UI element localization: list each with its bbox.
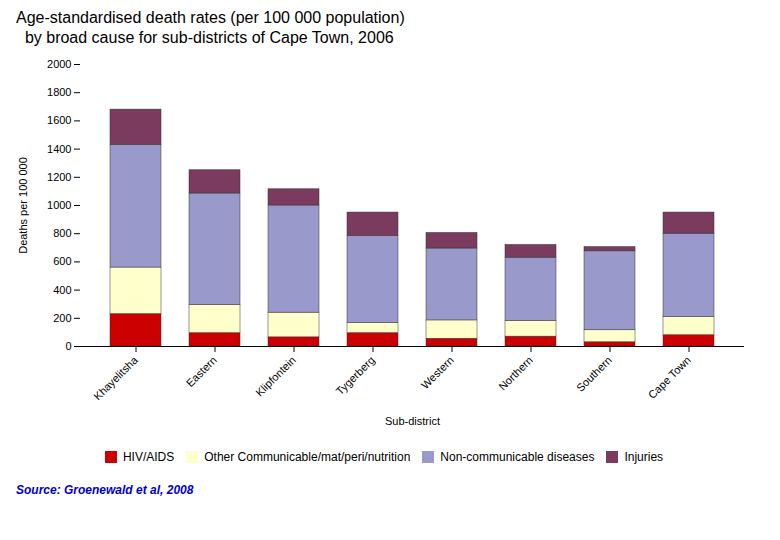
html-text:Injuries: Injuries [624, 449, 664, 464]
svg-text:800: 800 [53, 227, 71, 239]
svg-text:Cape Town: Cape Town [646, 354, 693, 401]
svg-text:1800: 1800 [47, 86, 71, 98]
html-text:HIV/AIDS: HIV/AIDS [122, 449, 175, 464]
html-text:Source: Groenewald et al, 2008: Source: Groenewald et al, 2008 [16, 483, 194, 497]
svg-text:400: 400 [53, 284, 71, 296]
svg-text:Klipfontein: Klipfontein [253, 354, 298, 399]
svg-text:Southern: Southern [574, 354, 614, 394]
svg-text:Tygerberg: Tygerberg [333, 354, 377, 398]
svg-text:2000: 2000 [47, 58, 71, 70]
svg-text:Khayelitsha: Khayelitsha [91, 353, 140, 402]
html-text:Other Communicable/mat/peri/nu: Other Communicable/mat/peri/nutrition [204, 449, 411, 464]
svg-text:1000: 1000 [47, 199, 71, 211]
html-text:Age-standardised death rates (: Age-standardised death rates (per 100 00… [16, 9, 405, 26]
svg-text:200: 200 [53, 312, 71, 324]
html-text:Non-communicable diseases: Non-communicable diseases [440, 449, 595, 464]
svg-text:600: 600 [53, 255, 71, 267]
svg-text:1400: 1400 [47, 143, 71, 155]
svg-text:1200: 1200 [47, 171, 71, 183]
svg-text:0: 0 [65, 340, 71, 352]
svg-text:Western: Western [419, 354, 456, 391]
svg-text:Sub-district: Sub-district [385, 415, 440, 427]
svg-text:Eastern: Eastern [184, 354, 219, 389]
svg-text:1600: 1600 [47, 114, 71, 126]
svg-text:Northern: Northern [496, 354, 535, 393]
svg-text:Deaths per 100 000: Deaths per 100 000 [17, 157, 29, 254]
html-text:by broad cause for sub-distric: by broad cause for sub-districts of Cape… [16, 29, 394, 46]
